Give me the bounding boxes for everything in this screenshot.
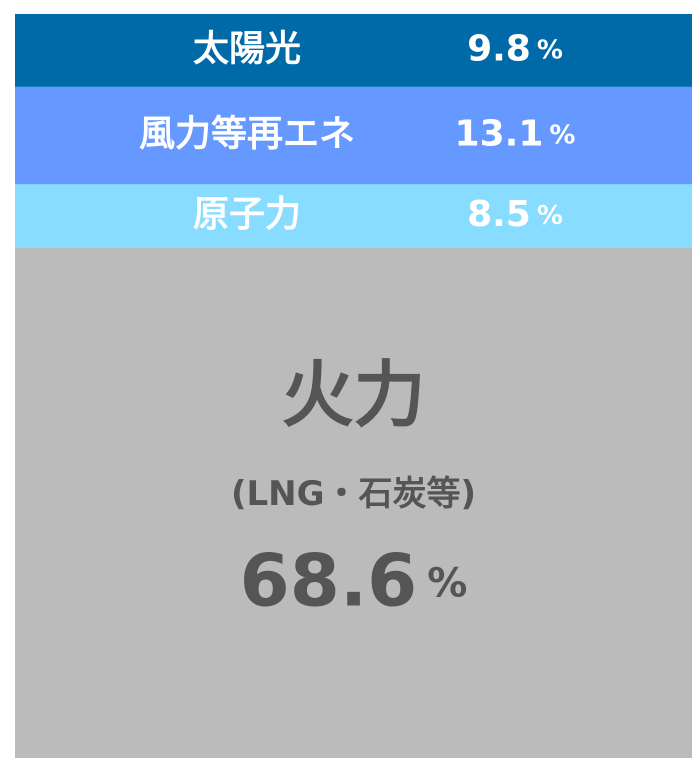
segment-label: 原子力 — [193, 194, 301, 235]
value-unit: % — [537, 200, 563, 230]
value-unit: % — [549, 120, 575, 150]
segment — [15, 14, 692, 87]
segment-label: 火力 — [281, 353, 425, 437]
value-number: 9.8 — [467, 28, 531, 69]
value-unit: % — [537, 35, 563, 65]
segment-value: 68.6% — [240, 538, 468, 622]
segment-annotation: (LNG・石炭等) — [231, 474, 476, 514]
value-number: 8.5 — [467, 194, 531, 235]
value-number: 13.1 — [455, 114, 544, 155]
value-number: 68.6 — [240, 538, 418, 622]
segment — [15, 247, 692, 758]
segment-label: 太陽光 — [193, 28, 301, 69]
segment-label: 風力等再エネ — [139, 114, 355, 155]
segment-value: 13.1% — [455, 114, 576, 155]
segment — [15, 86, 692, 185]
segment — [15, 184, 692, 248]
value-unit: % — [427, 561, 467, 607]
segment-value: 9.8% — [467, 28, 563, 69]
segment-value: 8.5% — [467, 194, 563, 235]
